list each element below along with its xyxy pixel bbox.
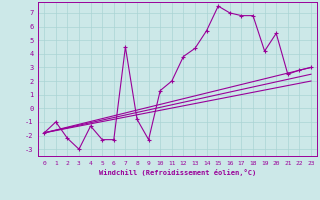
X-axis label: Windchill (Refroidissement éolien,°C): Windchill (Refroidissement éolien,°C)	[99, 169, 256, 176]
